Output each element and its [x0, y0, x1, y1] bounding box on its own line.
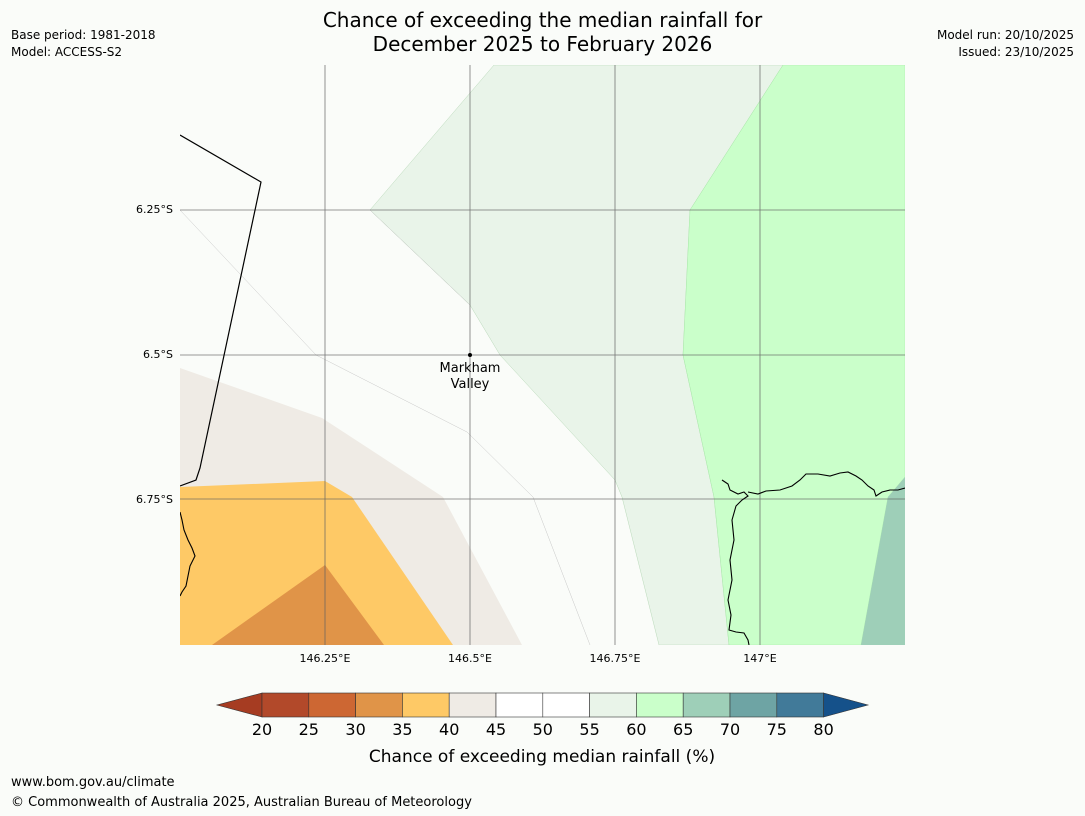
issued-date: Issued: 23/10/2025 — [958, 45, 1074, 59]
place-marker[interactable] — [468, 353, 472, 357]
gridlines — [180, 65, 905, 645]
lat-label: 6.75°S — [136, 493, 173, 506]
footer-url[interactable]: www.bom.gov.au/climate — [11, 775, 175, 790]
contour-line-45 — [180, 209, 591, 645]
metadata-right: Model run: 20/10/2025 Issued: 23/10/2025 — [937, 27, 1074, 61]
metadata-left: Base period: 1981-2018 Model: ACCESS-S2 — [11, 27, 156, 61]
map-contours — [180, 65, 905, 645]
title-line-2: December 2025 to February 2026 — [372, 32, 713, 56]
footer-copyright: © Commonwealth of Australia 2025, Austra… — [11, 795, 472, 810]
base-period: Base period: 1981-2018 — [11, 28, 156, 42]
contour-65-70 — [861, 477, 905, 645]
coastline-east — [721, 471, 905, 645]
lon-label: 146.25°E — [300, 652, 351, 665]
chart-title: Chance of exceeding the median rainfall … — [0, 8, 1085, 56]
contour-35-40 — [180, 481, 453, 645]
lon-label: 146.75°E — [590, 652, 641, 665]
lat-label: 6.5°S — [143, 348, 173, 361]
model-run-date: Model run: 20/10/2025 — [936, 28, 1074, 42]
border-line — [180, 134, 262, 487]
lon-label: 146.5°E — [448, 652, 492, 665]
coastline-west — [180, 511, 196, 597]
place-label-line-2: Valley — [451, 377, 490, 392]
title-line-1: Chance of exceeding the median rainfall … — [322, 8, 763, 32]
lat-label: 6.25°S — [136, 203, 173, 216]
model-name: Model: ACCESS-S2 — [11, 45, 123, 59]
contour-line-50 — [369, 209, 471, 306]
place-label-line-1: Markham — [440, 361, 501, 376]
contour-30-35 — [212, 565, 384, 645]
lon-label: 147°E — [743, 652, 776, 665]
